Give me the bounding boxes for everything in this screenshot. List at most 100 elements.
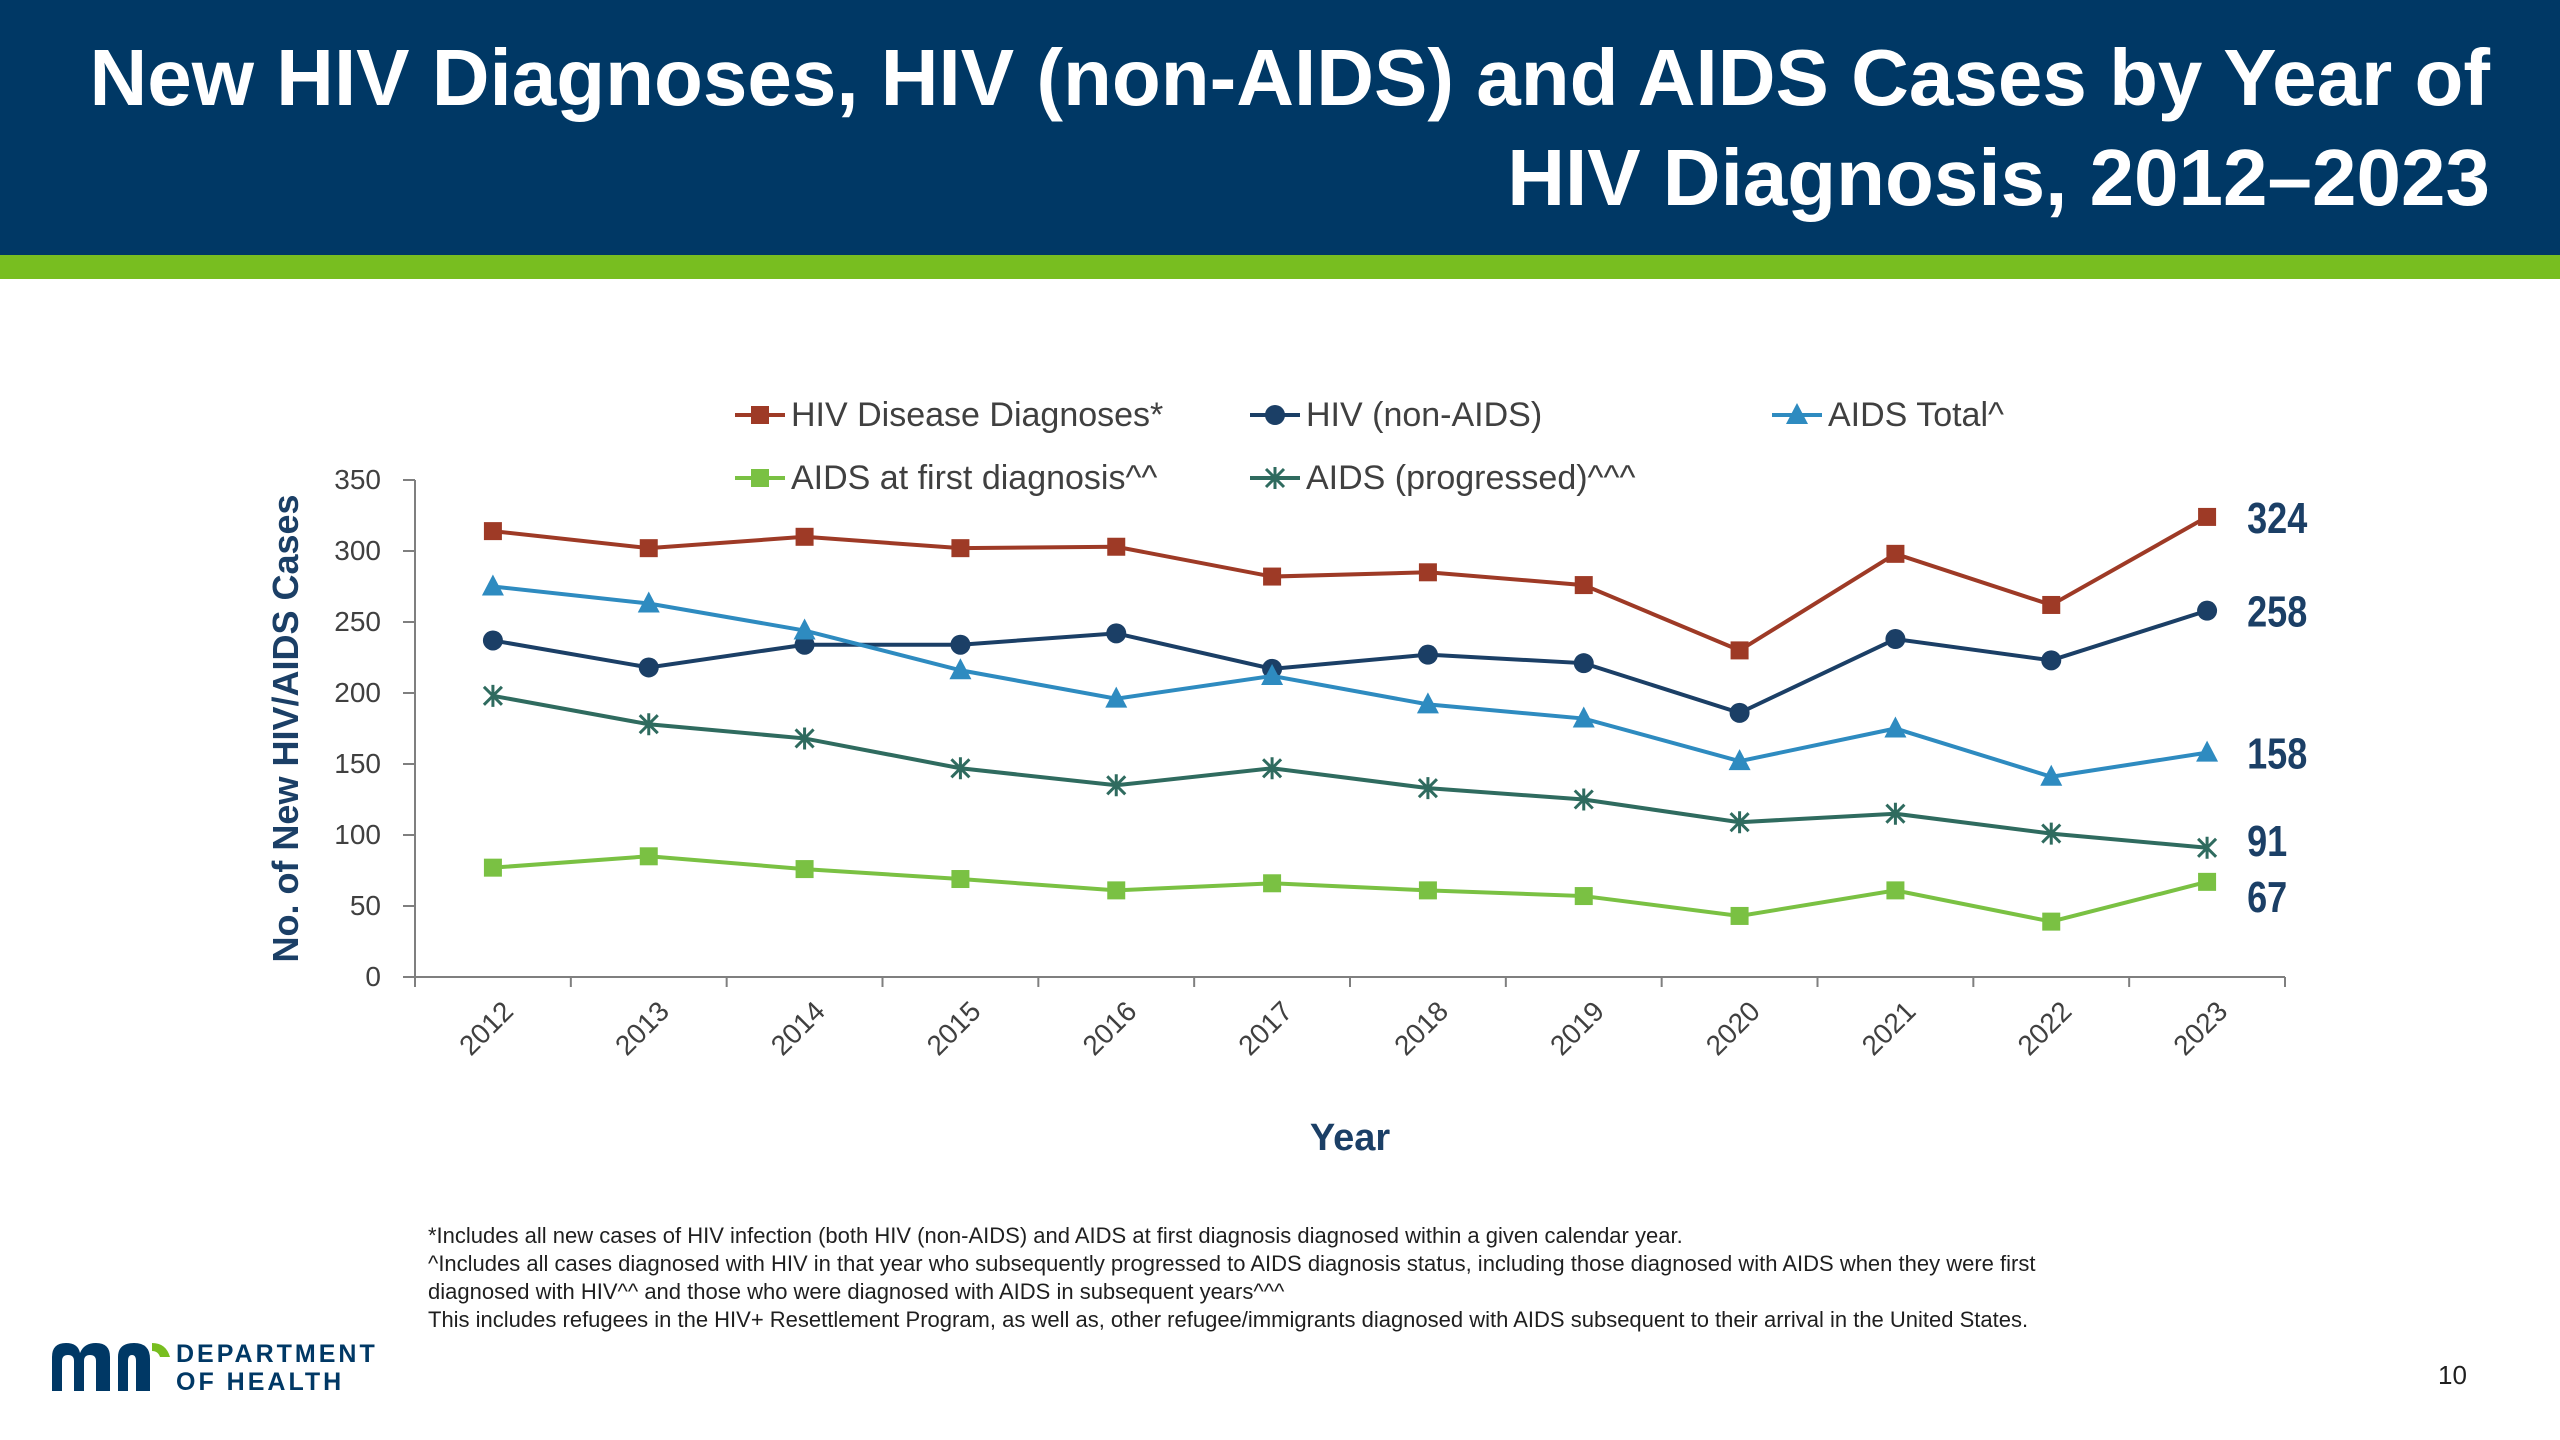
data-point bbox=[1729, 811, 1750, 834]
data-point bbox=[1416, 692, 1439, 714]
data-point bbox=[1107, 881, 1126, 900]
slide-title-line2: HIV Diagnosis, 2012–2023 bbox=[1507, 133, 2490, 222]
x-tick-label: 2012 bbox=[453, 995, 519, 1061]
end-value-label: 158 bbox=[2247, 729, 2307, 778]
data-point bbox=[638, 713, 659, 736]
data-point bbox=[949, 658, 972, 680]
data-point bbox=[483, 858, 502, 877]
series-line bbox=[492, 584, 2208, 779]
data-point bbox=[638, 657, 659, 678]
data-point bbox=[639, 847, 658, 866]
series-line bbox=[492, 608, 2208, 716]
series-2: 158 bbox=[481, 574, 2307, 786]
legend-label: AIDS at first diagnosis^^ bbox=[791, 459, 1157, 497]
footnote-1: *Includes all new cases of HIV infection… bbox=[428, 1223, 1683, 1248]
data-point bbox=[483, 522, 502, 541]
legend-marker bbox=[1786, 403, 1808, 424]
data-point bbox=[2041, 822, 2062, 845]
y-tick-label: 350 bbox=[334, 464, 381, 495]
data-point bbox=[1418, 563, 1437, 582]
footnotes: *Includes all new cases of HIV infection… bbox=[428, 1222, 2428, 1334]
footnote-3: diagnosed with HIV^^ and those who were … bbox=[428, 1279, 1285, 1304]
legend-item-0: HIV Disease Diagnoses* bbox=[735, 396, 1163, 434]
data-point bbox=[1417, 777, 1438, 800]
footnote-2: ^Includes all cases diagnosed with HIV i… bbox=[428, 1251, 2036, 1276]
y-tick-label: 300 bbox=[334, 535, 381, 566]
data-point bbox=[795, 527, 814, 546]
data-point bbox=[951, 870, 970, 889]
legend-label: AIDS (progressed)^^^ bbox=[1306, 459, 1635, 497]
end-value-label: 67 bbox=[2247, 872, 2287, 921]
data-point bbox=[1418, 881, 1437, 900]
data-point bbox=[1572, 706, 1595, 728]
x-tick-label: 2020 bbox=[1700, 995, 1766, 1061]
data-point bbox=[2040, 764, 2063, 786]
data-point bbox=[1261, 663, 1284, 685]
data-point bbox=[481, 574, 504, 596]
x-tick-label: 2015 bbox=[921, 995, 987, 1061]
y-tick-label: 250 bbox=[334, 606, 381, 637]
x-tick-label: 2021 bbox=[1856, 995, 1922, 1061]
legend-marker bbox=[1265, 405, 1285, 425]
data-point bbox=[2042, 912, 2061, 931]
data-point bbox=[1729, 702, 1750, 723]
data-point bbox=[951, 539, 970, 558]
series-line bbox=[492, 693, 2208, 850]
legend-item-3: AIDS at first diagnosis^^ bbox=[735, 459, 1157, 497]
data-point bbox=[637, 591, 660, 613]
legend-marker bbox=[751, 469, 769, 487]
data-point bbox=[1105, 686, 1128, 708]
slide-title: New HIV Diagnoses, HIV (non-AIDS) and AI… bbox=[30, 28, 2490, 228]
data-point bbox=[482, 630, 503, 651]
data-point bbox=[1106, 623, 1127, 644]
data-point bbox=[795, 860, 814, 879]
x-tick-label: 2017 bbox=[1232, 995, 1298, 1061]
data-point bbox=[1886, 881, 1905, 900]
y-tick-label: 0 bbox=[365, 961, 381, 992]
data-point bbox=[1263, 567, 1282, 586]
mn-logo-icon bbox=[52, 1343, 170, 1391]
logo-wordmark: DEPARTMENT OF HEALTH bbox=[176, 1340, 378, 1396]
data-point bbox=[2197, 836, 2218, 859]
legend-label: AIDS Total^ bbox=[1828, 396, 2004, 434]
data-point bbox=[1885, 629, 1906, 650]
end-value-label: 258 bbox=[2247, 587, 2307, 636]
series-1: 258 bbox=[482, 587, 2307, 723]
y-tick-label: 200 bbox=[334, 677, 381, 708]
y-tick-label: 50 bbox=[350, 890, 381, 921]
data-point bbox=[1573, 653, 1594, 674]
page-number: 10 bbox=[2438, 1360, 2467, 1390]
data-point bbox=[2041, 650, 2062, 671]
legend-label: HIV (non-AIDS) bbox=[1306, 396, 1542, 434]
data-point bbox=[1262, 757, 1283, 780]
x-tick-label: 2016 bbox=[1077, 995, 1143, 1061]
data-point bbox=[2196, 740, 2219, 762]
y-axis-label: No. of New HIV/AIDS Cases bbox=[265, 494, 306, 962]
legend-label: HIV Disease Diagnoses* bbox=[791, 396, 1163, 434]
chart-axes: 0 50 100 150 200 250 300 350 2012 2013 2014 2015 201… bbox=[334, 464, 2286, 1061]
y-tick-label: 100 bbox=[334, 819, 381, 850]
chart-plot-area: 324 258 158 67 91 bbox=[481, 494, 2308, 931]
y-tick-label: 150 bbox=[334, 748, 381, 779]
series-line bbox=[492, 515, 2209, 653]
data-point bbox=[2042, 595, 2061, 614]
end-value-label: 324 bbox=[2247, 494, 2308, 543]
data-point bbox=[1886, 544, 1905, 563]
x-tick-label: 2014 bbox=[765, 995, 831, 1061]
data-point bbox=[1107, 537, 1126, 556]
legend-marker bbox=[1264, 467, 1286, 489]
series-3: 67 bbox=[483, 847, 2287, 931]
data-point bbox=[2197, 600, 2218, 621]
data-point bbox=[950, 757, 971, 780]
logo-line2: OF HEALTH bbox=[176, 1368, 345, 1396]
legend-item-1: HIV (non-AIDS) bbox=[1250, 396, 1542, 434]
title-banner bbox=[0, 0, 2560, 255]
data-point bbox=[2198, 507, 2217, 526]
legend-item-2: AIDS Total^ bbox=[1772, 396, 2004, 434]
x-tick-label: 2023 bbox=[2167, 995, 2233, 1061]
logo-line1: DEPARTMENT bbox=[176, 1340, 378, 1368]
data-point bbox=[1730, 641, 1749, 660]
data-point bbox=[1106, 774, 1127, 797]
data-point bbox=[1884, 716, 1907, 738]
data-point bbox=[1730, 906, 1749, 925]
